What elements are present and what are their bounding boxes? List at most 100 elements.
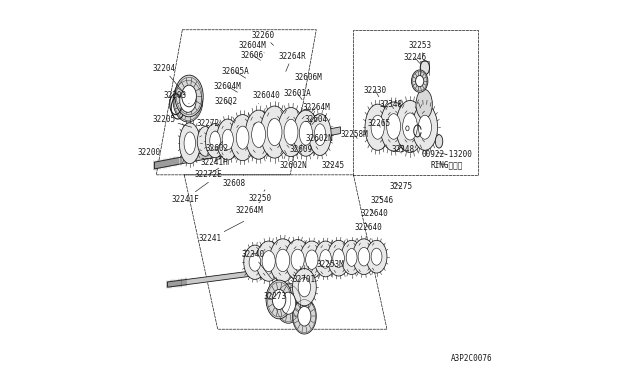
Ellipse shape [353, 239, 375, 275]
Text: 32275: 32275 [390, 182, 413, 191]
Ellipse shape [244, 245, 266, 279]
Text: 32609: 32609 [289, 144, 312, 154]
Ellipse shape [245, 110, 272, 159]
Ellipse shape [292, 298, 316, 334]
Text: 32604M: 32604M [214, 82, 242, 92]
Ellipse shape [346, 248, 357, 266]
Text: 32348: 32348 [380, 100, 403, 109]
Text: 32602: 32602 [214, 97, 238, 106]
Text: 32205: 32205 [152, 115, 191, 127]
Text: 32601A: 32601A [284, 89, 312, 100]
Ellipse shape [415, 76, 424, 87]
Ellipse shape [320, 250, 332, 268]
Text: 32546: 32546 [371, 196, 394, 205]
Text: 32245: 32245 [321, 161, 344, 170]
Ellipse shape [266, 280, 292, 319]
Text: 32253M: 32253M [317, 260, 344, 269]
Text: 32246: 32246 [403, 53, 426, 63]
Text: 32272E: 32272E [195, 168, 222, 179]
Ellipse shape [328, 240, 349, 276]
Text: 32204: 32204 [152, 64, 186, 95]
Ellipse shape [380, 102, 407, 151]
Ellipse shape [365, 104, 390, 150]
Ellipse shape [216, 119, 239, 160]
Text: RINGリング: RINGリング [430, 160, 463, 169]
Ellipse shape [173, 79, 203, 122]
Text: 32260: 32260 [252, 31, 275, 45]
Ellipse shape [298, 278, 310, 297]
Ellipse shape [180, 89, 196, 112]
Ellipse shape [371, 248, 382, 265]
Text: 32203: 32203 [163, 92, 189, 103]
Ellipse shape [403, 113, 417, 140]
Text: 32348: 32348 [391, 144, 414, 154]
Text: 32230: 32230 [364, 86, 387, 97]
Ellipse shape [284, 119, 298, 145]
Ellipse shape [249, 253, 260, 271]
Ellipse shape [412, 70, 428, 92]
Ellipse shape [293, 110, 319, 156]
Ellipse shape [419, 115, 431, 139]
Ellipse shape [406, 126, 409, 131]
Ellipse shape [230, 115, 255, 161]
Ellipse shape [222, 129, 234, 150]
Ellipse shape [276, 249, 290, 272]
Ellipse shape [309, 114, 331, 155]
Ellipse shape [260, 106, 289, 158]
Text: 32264M: 32264M [236, 202, 263, 215]
Ellipse shape [291, 249, 304, 270]
Polygon shape [168, 254, 380, 287]
Ellipse shape [358, 247, 370, 266]
Text: 32273: 32273 [263, 291, 286, 301]
Ellipse shape [272, 289, 286, 310]
Text: 32602N: 32602N [305, 134, 333, 143]
Polygon shape [154, 127, 340, 169]
Ellipse shape [236, 126, 249, 149]
Text: 32604M: 32604M [239, 41, 266, 53]
Ellipse shape [366, 240, 387, 273]
Text: 32258M: 32258M [340, 130, 368, 139]
Ellipse shape [396, 100, 424, 153]
Ellipse shape [292, 269, 316, 306]
Text: 32605A: 32605A [221, 67, 249, 78]
Ellipse shape [210, 131, 220, 150]
Ellipse shape [268, 119, 282, 145]
Text: 326040: 326040 [252, 92, 280, 103]
Text: 32606M: 32606M [295, 73, 323, 86]
Ellipse shape [306, 250, 318, 269]
Text: 32200: 32200 [138, 145, 161, 157]
Text: 32701: 32701 [293, 275, 316, 284]
Ellipse shape [281, 292, 296, 314]
Ellipse shape [420, 61, 429, 75]
Text: A3P2C0076: A3P2C0076 [451, 354, 493, 363]
Text: 32602N: 32602N [279, 158, 307, 170]
Text: 32264M: 32264M [303, 103, 330, 112]
Ellipse shape [416, 89, 433, 119]
Text: 32272: 32272 [197, 119, 220, 131]
Ellipse shape [341, 240, 362, 275]
Text: 00922-13200: 00922-13200 [421, 150, 472, 159]
Ellipse shape [175, 75, 203, 117]
Ellipse shape [300, 241, 324, 278]
Ellipse shape [314, 124, 326, 145]
Text: 32241H: 32241H [200, 156, 228, 167]
Text: 32241: 32241 [198, 221, 244, 243]
Text: 32340: 32340 [241, 250, 271, 279]
Ellipse shape [412, 104, 438, 150]
Ellipse shape [197, 126, 214, 156]
Text: 322640: 322640 [355, 222, 382, 232]
Ellipse shape [205, 124, 225, 158]
Text: 32253: 32253 [408, 41, 431, 55]
Text: 32241F: 32241F [172, 182, 209, 203]
Ellipse shape [314, 241, 337, 277]
Ellipse shape [256, 241, 282, 281]
Ellipse shape [184, 132, 196, 154]
Ellipse shape [387, 114, 401, 139]
Text: 32602: 32602 [205, 141, 228, 153]
Ellipse shape [371, 115, 384, 139]
Ellipse shape [252, 122, 266, 147]
Ellipse shape [275, 283, 302, 323]
Text: 32264R: 32264R [278, 52, 306, 71]
Ellipse shape [435, 135, 443, 148]
Ellipse shape [262, 251, 275, 272]
